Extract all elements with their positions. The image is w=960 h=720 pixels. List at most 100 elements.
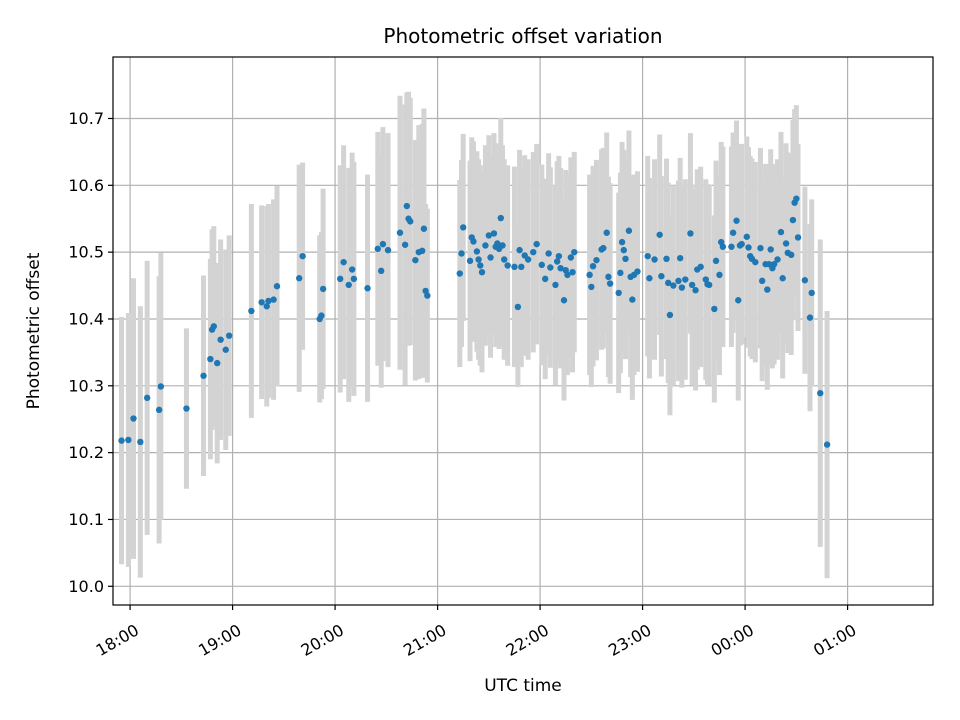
data-point — [511, 263, 518, 271]
data-point — [273, 283, 281, 290]
data-point — [118, 437, 125, 444]
data-point — [675, 277, 682, 285]
data-point — [666, 311, 674, 319]
data-point — [403, 202, 411, 210]
data-point — [735, 297, 742, 304]
data-point — [658, 273, 665, 280]
data-point — [396, 229, 404, 236]
data-point — [553, 258, 561, 265]
data-point — [745, 244, 752, 251]
data-point — [806, 314, 814, 321]
data-point — [788, 251, 795, 259]
data-point — [424, 292, 431, 299]
data-point — [586, 271, 593, 279]
data-point — [716, 271, 723, 279]
data-point — [478, 268, 486, 276]
data-point — [183, 405, 190, 412]
data-point — [350, 275, 358, 283]
data-point — [644, 252, 651, 260]
data-point — [617, 269, 624, 277]
data-point — [557, 264, 564, 272]
data-point — [625, 227, 633, 234]
data-point — [155, 406, 163, 414]
data-point — [823, 441, 831, 448]
data-point — [497, 214, 504, 222]
data-point — [777, 228, 785, 236]
y-tick-label: 10.7 — [68, 109, 104, 128]
data-point — [634, 268, 641, 275]
data-point — [248, 307, 255, 315]
data-point — [752, 258, 759, 266]
data-point — [569, 268, 576, 276]
y-tick-label: 10.4 — [68, 309, 104, 328]
data-point — [697, 263, 704, 271]
data-point — [692, 287, 699, 294]
data-point — [143, 394, 151, 402]
data-point — [782, 240, 790, 247]
y-tick-label: 10.2 — [68, 443, 104, 462]
data-point — [501, 256, 508, 263]
data-point — [210, 323, 217, 330]
data-point — [738, 240, 745, 248]
data-point — [460, 224, 467, 231]
data-point — [475, 256, 482, 263]
data-point — [214, 359, 221, 367]
data-point — [348, 266, 356, 273]
y-tick-label: 10.6 — [68, 176, 104, 195]
x-axis-label: UTC time — [484, 676, 562, 696]
chart-title: Photometric offset variation — [383, 24, 662, 48]
data-point — [552, 281, 559, 289]
data-point — [456, 270, 463, 277]
data-point — [473, 248, 481, 255]
data-point — [764, 286, 771, 293]
data-point — [270, 296, 277, 303]
data-point — [263, 303, 270, 310]
data-point — [485, 232, 493, 239]
data-point — [470, 238, 477, 245]
data-point — [384, 246, 392, 254]
data-point — [793, 195, 800, 202]
data-point — [794, 234, 802, 241]
data-point — [524, 256, 532, 263]
data-point — [646, 275, 653, 282]
data-point — [374, 245, 381, 252]
data-points — [118, 195, 831, 448]
y-axis-ticks: 10.0 10.1 10.2 10.3 10.4 10.5 10.6 10.7 — [68, 109, 113, 596]
y-tick-label: 10.5 — [68, 243, 104, 262]
data-point — [656, 231, 663, 238]
data-point — [728, 243, 735, 250]
data-point — [265, 297, 272, 305]
data-point — [618, 238, 626, 246]
data-point — [299, 252, 306, 260]
data-point — [518, 263, 525, 271]
data-point — [125, 436, 132, 444]
data-point — [622, 255, 629, 263]
data-point — [401, 241, 409, 248]
data-point — [770, 260, 778, 268]
data-point — [542, 275, 549, 283]
data-point — [207, 355, 214, 363]
data-point — [533, 240, 540, 248]
data-point — [157, 383, 165, 390]
data-point — [364, 285, 371, 292]
data-point — [504, 262, 511, 269]
data-point — [758, 277, 766, 285]
data-point — [743, 233, 750, 240]
data-point — [345, 281, 352, 289]
data-point — [516, 246, 523, 254]
data-point — [296, 275, 303, 282]
data-point — [494, 240, 501, 247]
data-point — [682, 276, 689, 283]
data-point — [706, 281, 713, 289]
data-point — [514, 303, 522, 311]
data-point — [419, 247, 426, 255]
data-point — [318, 312, 325, 319]
data-point — [407, 218, 414, 225]
data-point — [499, 242, 506, 249]
data-point — [629, 296, 636, 303]
data-point — [670, 282, 677, 289]
data-point — [663, 255, 670, 263]
data-point — [651, 256, 658, 263]
data-point — [688, 281, 696, 289]
data-point — [530, 248, 537, 256]
